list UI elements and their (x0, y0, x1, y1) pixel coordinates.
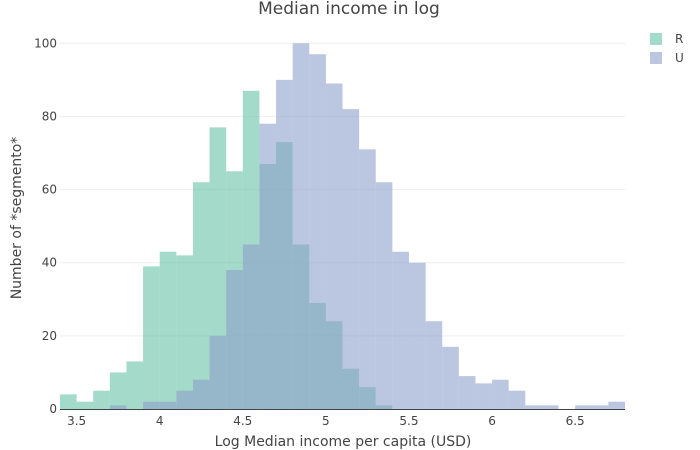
histogram-bar[interactable] (60, 394, 77, 409)
y-tick-label: 100 (34, 36, 57, 50)
histogram-bar[interactable] (359, 149, 376, 409)
y-tick-label: 80 (42, 109, 57, 123)
y-tick-label: 0 (49, 402, 57, 416)
x-tick-label: 4 (156, 414, 164, 428)
histogram-bar[interactable] (126, 361, 144, 409)
bars-layer (60, 43, 625, 410)
histogram-bar[interactable] (259, 123, 277, 410)
x-tick-label: 6 (488, 414, 496, 428)
x-tick-label: 4.5 (233, 414, 252, 428)
x-tick-label: 6.5 (566, 414, 585, 428)
legend-label: R (675, 32, 683, 46)
histogram-bar[interactable] (442, 346, 459, 409)
histogram-bar[interactable] (309, 54, 326, 409)
histogram-bar[interactable] (109, 405, 127, 409)
histogram-bar[interactable] (492, 379, 509, 409)
histogram-bar[interactable] (342, 109, 360, 410)
y-axis-title: Number of *segmento* (9, 137, 25, 300)
histogram-bar[interactable] (159, 251, 177, 409)
y-tick-label: 60 (42, 183, 57, 197)
histogram-bar[interactable] (176, 255, 193, 409)
y-tick-label: 20 (42, 329, 57, 343)
histogram-bar[interactable] (192, 379, 210, 409)
histogram-bar[interactable] (109, 372, 127, 409)
histogram-bar[interactable] (159, 401, 177, 409)
histogram-bar[interactable] (209, 335, 227, 409)
x-axis-title: Log Median income per capita (USD) (215, 434, 472, 450)
legend-label: U (675, 51, 684, 65)
histogram-bar[interactable] (458, 376, 476, 409)
x-tick-label: 5.5 (399, 414, 418, 428)
histogram-bar[interactable] (392, 251, 409, 409)
histogram-bar[interactable] (176, 390, 193, 409)
histogram-bar[interactable] (541, 405, 559, 409)
histogram-bar[interactable] (292, 43, 310, 409)
chart-title: Median income in log (258, 0, 440, 19)
histogram-bar[interactable] (192, 182, 210, 409)
histogram-bar[interactable] (591, 405, 609, 409)
series-U-bars (109, 43, 625, 410)
histogram-bar[interactable] (408, 262, 426, 409)
histogram-bar[interactable] (575, 405, 592, 409)
legend: RU (650, 32, 684, 65)
histogram-bar[interactable] (226, 270, 243, 409)
histogram-bar[interactable] (508, 390, 526, 409)
histogram-bar[interactable] (143, 266, 160, 409)
histogram-bar[interactable] (276, 79, 293, 410)
x-tick-label: 3.5 (67, 414, 86, 428)
histogram-bar[interactable] (93, 390, 110, 409)
histogram-bar[interactable] (242, 244, 260, 409)
legend-swatch (650, 33, 662, 45)
legend-item-U[interactable]: U (650, 51, 684, 65)
x-tick-label: 5 (322, 414, 330, 428)
histogram-bar[interactable] (325, 83, 343, 409)
legend-swatch (650, 52, 662, 64)
histogram-bar[interactable] (608, 401, 625, 409)
y-tick-label: 40 (42, 256, 57, 270)
histogram-bar[interactable] (425, 321, 443, 409)
histogram-bar[interactable] (143, 401, 160, 409)
legend-item-R[interactable]: R (650, 32, 683, 46)
histogram-bar[interactable] (475, 383, 493, 409)
histogram-bar[interactable] (525, 405, 542, 409)
histogram-bar[interactable] (375, 182, 393, 409)
axes-layer: 0 20 40 60 80 100 3.5 4 4.5 5 5.5 6 6.5 (34, 36, 625, 428)
histogram-bar[interactable] (76, 401, 94, 409)
